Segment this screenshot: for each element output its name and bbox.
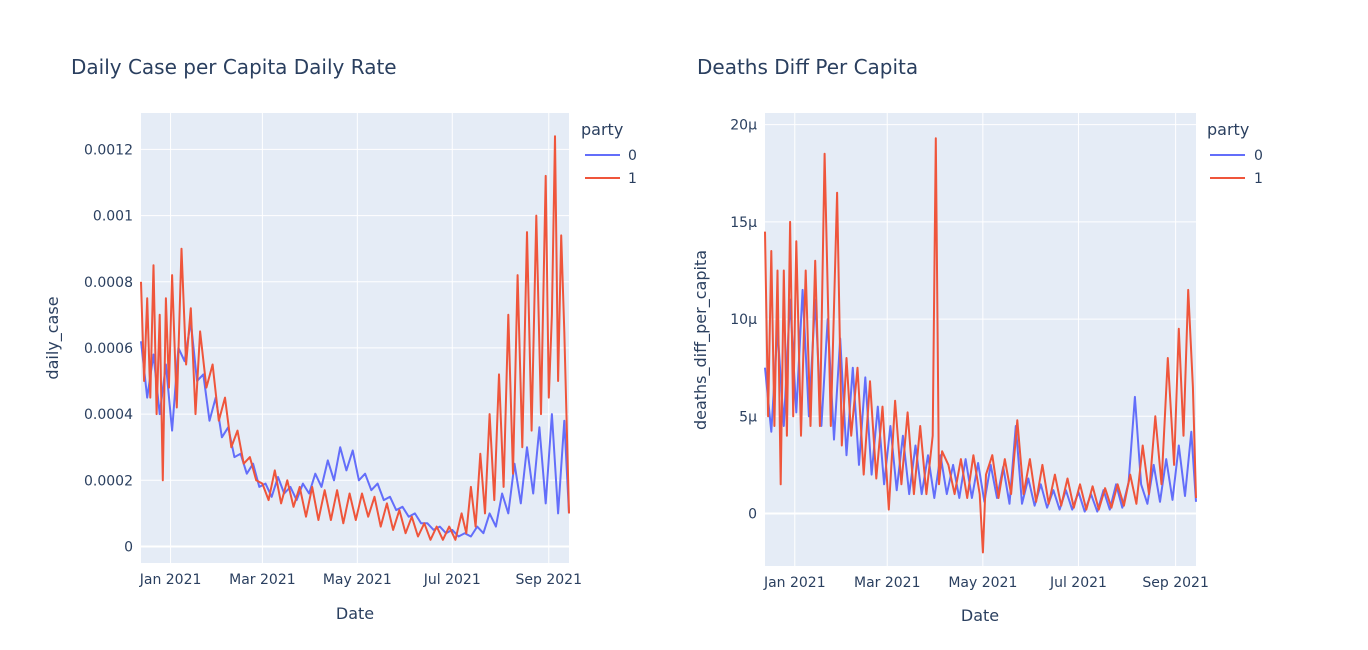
chart1-x-ticks: Jan 2021 Mar 2021 May 2021 Jul 2021 Sep 2021 <box>139 572 582 588</box>
chart2-plot-area <box>765 113 1196 566</box>
chart1-grid <box>141 113 569 563</box>
chart1-y-ticks: 0 0.0002 0.0004 0.0006 0.0008 0.001 0.0012 <box>84 142 133 555</box>
chart2-y-ticks: 0 5µ 10µ 15µ 20µ <box>730 118 757 523</box>
x-tick-label: Jan 2021 <box>763 575 826 591</box>
chart1-lines <box>140 135 570 541</box>
chart1-legend-label-0: 0 <box>628 148 637 164</box>
chart1-plot-area <box>141 113 569 563</box>
x-tick-label: Sep 2021 <box>1142 575 1208 591</box>
y-tick-label: 0.0008 <box>84 275 133 291</box>
x-tick-label: Jul 2021 <box>423 572 481 588</box>
chart2-legend-title: party <box>1207 120 1249 139</box>
x-tick-label: Jan 2021 <box>139 572 202 588</box>
chart2-x-axis-title: Date <box>961 606 999 625</box>
y-tick-label: 0.0002 <box>84 473 133 489</box>
y-tick-label: 0.0012 <box>84 142 133 158</box>
series-line-0 <box>140 320 570 538</box>
chart1-y-axis-title: daily_case <box>43 296 63 379</box>
chart2-legend-label-0: 0 <box>1254 148 1263 164</box>
chart2-y-axis-title: deaths_diff_per_capita <box>691 250 711 430</box>
series-line-1 <box>764 137 1197 554</box>
chart2-legend[interactable]: party 0 1 <box>1207 120 1263 187</box>
series-line-1 <box>140 135 570 541</box>
chart2-legend-label-1: 1 <box>1254 171 1263 187</box>
x-tick-label: May 2021 <box>948 575 1017 591</box>
y-tick-label: 0 <box>748 507 757 523</box>
chart1-legend[interactable]: party 0 1 <box>581 120 637 187</box>
chart1-title: Daily Case per Capita Daily Rate <box>71 55 397 79</box>
y-tick-label: 0.0004 <box>84 407 133 423</box>
x-tick-label: Jul 2021 <box>1049 575 1107 591</box>
chart2-x-ticks: Jan 2021 Mar 2021 May 2021 Jul 2021 Sep 2021 <box>763 575 1209 591</box>
y-tick-label: 0 <box>124 539 133 555</box>
y-tick-label: 0.0006 <box>84 341 133 357</box>
chart1-x-axis-title: Date <box>336 604 374 623</box>
chart2-title: Deaths Diff Per Capita <box>697 55 918 79</box>
y-tick-label: 10µ <box>730 312 757 328</box>
x-tick-label: Mar 2021 <box>229 572 296 588</box>
y-tick-label: 15µ <box>730 215 757 231</box>
chart1-legend-title: party <box>581 120 623 139</box>
chart2-lines <box>764 137 1197 554</box>
chart1-legend-label-1: 1 <box>628 171 637 187</box>
y-tick-label: 20µ <box>730 118 757 134</box>
x-tick-label: May 2021 <box>323 572 392 588</box>
y-tick-label: 0.001 <box>93 209 133 225</box>
x-tick-label: Mar 2021 <box>854 575 921 591</box>
x-tick-label: Sep 2021 <box>516 572 582 588</box>
y-tick-label: 5µ <box>739 409 757 425</box>
